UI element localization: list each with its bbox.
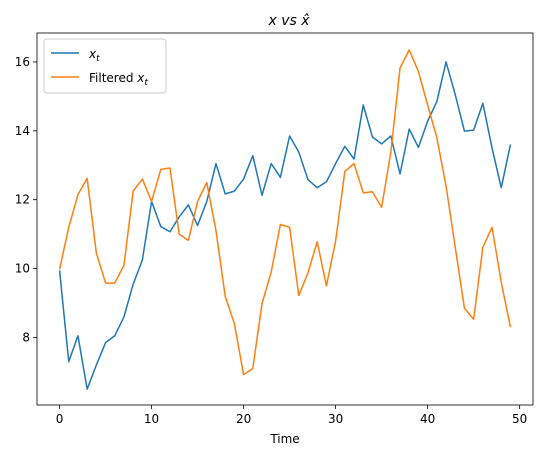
series-line-x_t (58, 61, 512, 390)
series-line-filtered-x_t (58, 49, 512, 376)
y-tick-label: 16 (15, 55, 30, 69)
legend-label-filtered-x_t: Filtered xt (89, 71, 148, 88)
legend: xt Filtered xt (43, 38, 167, 94)
x-tick-label: 10 (144, 412, 159, 426)
x-tick-label: 0 (56, 412, 64, 426)
x-axis-label: Time (269, 432, 299, 446)
y-tick-label: 14 (15, 124, 30, 138)
x-tick-label: 40 (420, 412, 435, 426)
y-tick-label: 12 (15, 193, 30, 207)
y-tick-label: 10 (15, 262, 30, 276)
plot-title: x vs x̂ (267, 13, 310, 29)
y-tick-label: 8 (22, 330, 30, 344)
legend-label-x_t: xt (88, 47, 100, 64)
x-tick-label: 50 (512, 412, 527, 426)
plot-area (58, 49, 512, 390)
plot-frame (36, 32, 534, 406)
x-tick-label: 30 (328, 412, 343, 426)
plot-title-text: x vs x̂ (267, 13, 310, 29)
y-axis: 8 10 12 14 16 (15, 55, 37, 344)
x-tick-label: 20 (236, 412, 251, 426)
x-axis: 0 10 20 30 40 50 (56, 405, 527, 426)
